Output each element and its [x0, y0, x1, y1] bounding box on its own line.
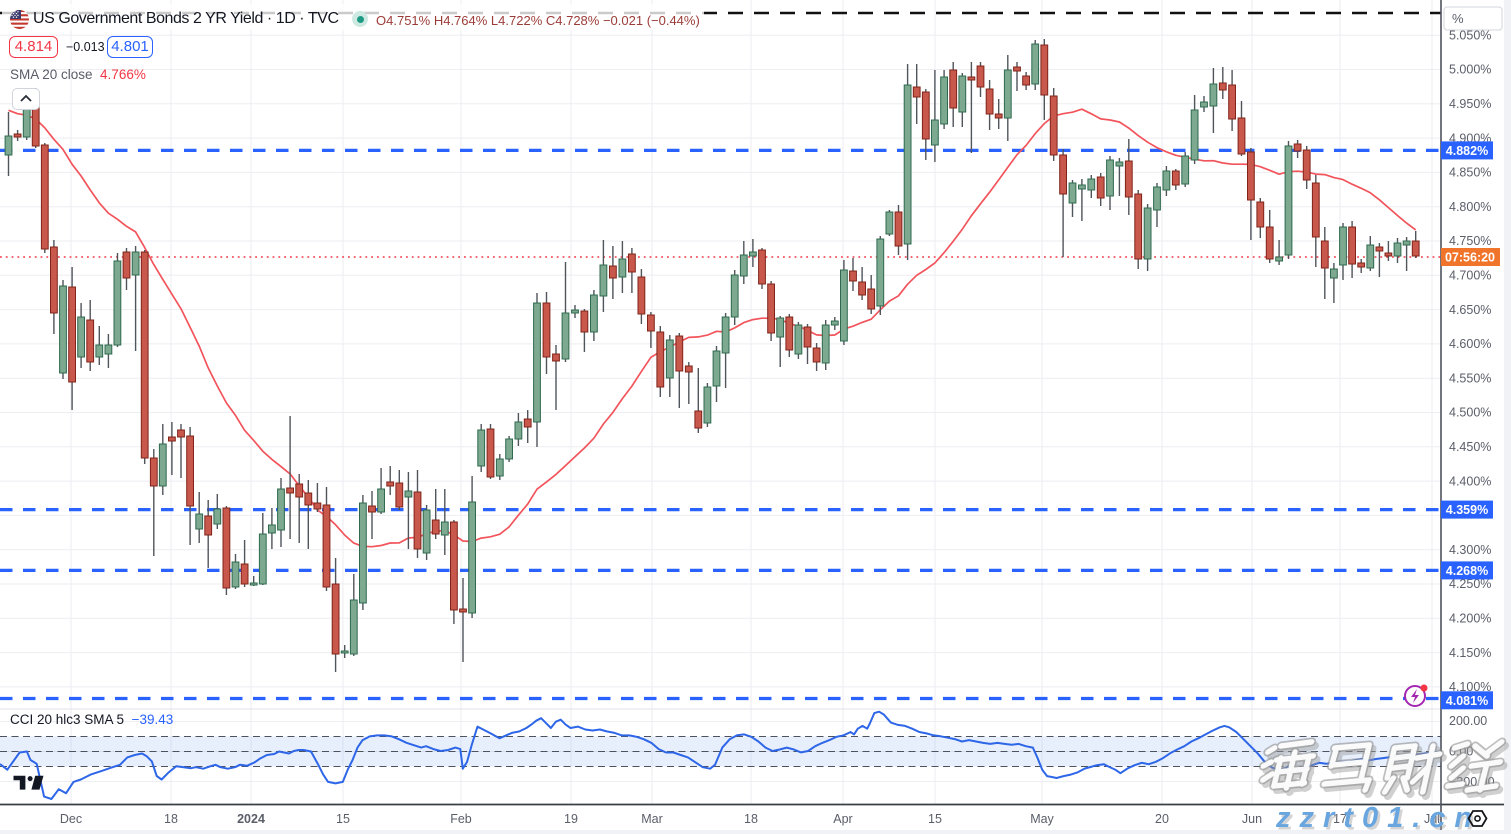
svg-text:17: 17 — [1333, 812, 1347, 826]
svg-text:07:56:20: 07:56:20 — [1445, 251, 1495, 265]
svg-text:4.100%: 4.100% — [1449, 680, 1491, 694]
svg-text:4.250%: 4.250% — [1449, 577, 1491, 591]
svg-text:18: 18 — [744, 812, 758, 826]
svg-text:4.850%: 4.850% — [1449, 166, 1491, 180]
svg-text:4.700%: 4.700% — [1449, 269, 1491, 283]
svg-text:Apr: Apr — [833, 812, 852, 826]
svg-text:4.450%: 4.450% — [1449, 440, 1491, 454]
svg-text:4.359%: 4.359% — [1446, 503, 1488, 517]
svg-text:4.950%: 4.950% — [1449, 97, 1491, 111]
svg-text:20: 20 — [1155, 812, 1169, 826]
svg-text:4.800%: 4.800% — [1449, 200, 1491, 214]
svg-text:Jun: Jun — [1242, 812, 1262, 826]
svg-text:4.550%: 4.550% — [1449, 371, 1491, 385]
svg-text:%: % — [1452, 11, 1464, 26]
svg-text:4.600%: 4.600% — [1449, 337, 1491, 351]
svg-text:Mar: Mar — [641, 812, 663, 826]
svg-text:15: 15 — [928, 812, 942, 826]
svg-text:4.200%: 4.200% — [1449, 612, 1491, 626]
svg-text:Jul: Jul — [1424, 812, 1440, 826]
svg-text:4.081%: 4.081% — [1446, 694, 1488, 708]
svg-text:4.882%: 4.882% — [1446, 144, 1488, 158]
svg-text:2024: 2024 — [237, 812, 265, 826]
svg-text:4.500%: 4.500% — [1449, 406, 1491, 420]
svg-text:5.000%: 5.000% — [1449, 63, 1491, 77]
svg-text:4.268%: 4.268% — [1446, 564, 1488, 578]
svg-text:5.050%: 5.050% — [1449, 28, 1491, 42]
svg-text:19: 19 — [564, 812, 578, 826]
svg-text:4.150%: 4.150% — [1449, 646, 1491, 660]
svg-text:4.400%: 4.400% — [1449, 474, 1491, 488]
svg-text:4.300%: 4.300% — [1449, 543, 1491, 557]
svg-text:200.00: 200.00 — [1449, 714, 1487, 728]
svg-text:15: 15 — [336, 812, 350, 826]
svg-text:4.750%: 4.750% — [1449, 234, 1491, 248]
svg-text:Feb: Feb — [450, 812, 472, 826]
svg-text:May: May — [1030, 812, 1054, 826]
svg-text:Dec: Dec — [60, 812, 82, 826]
svg-text:18: 18 — [164, 812, 178, 826]
svg-text:4.650%: 4.650% — [1449, 303, 1491, 317]
